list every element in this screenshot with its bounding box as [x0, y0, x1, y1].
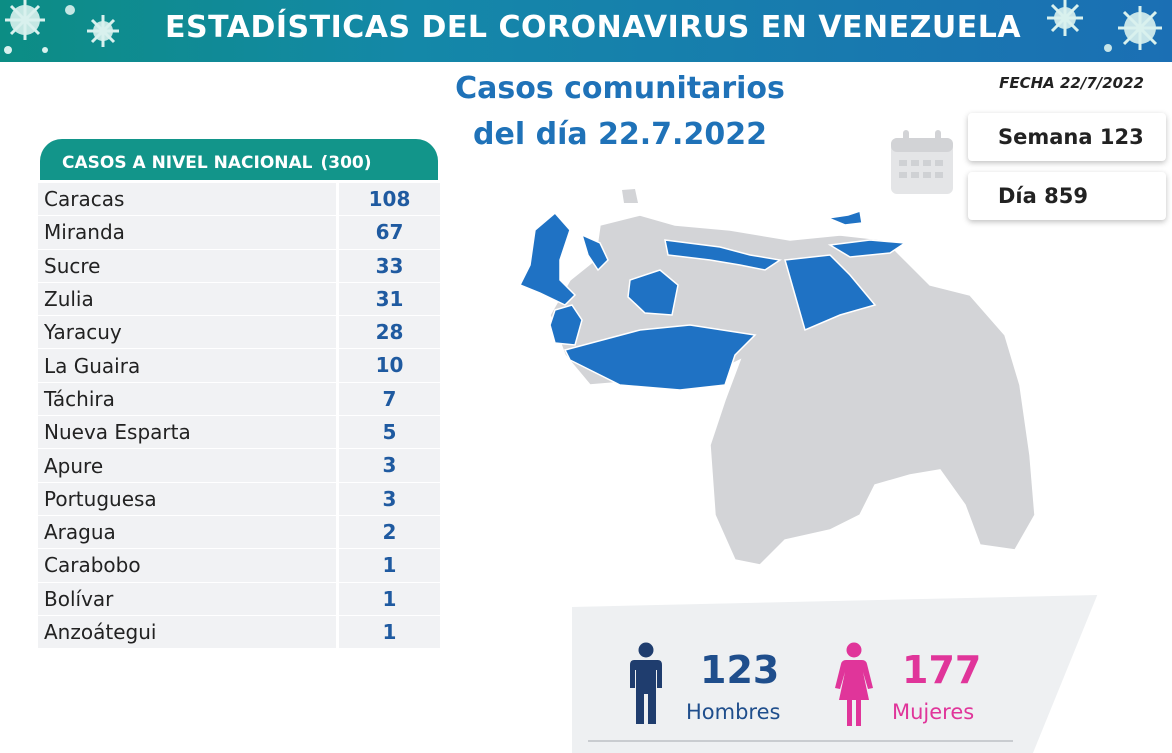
virus-icon	[1047, 0, 1162, 52]
state-cases: 67	[336, 216, 440, 249]
state-cases: 5	[336, 416, 440, 449]
state-cases: 1	[336, 615, 440, 649]
man-icon	[630, 642, 662, 724]
state-cases: 33	[336, 249, 440, 282]
table-row: La Guaira 10	[38, 349, 440, 383]
map-zulia	[518, 211, 577, 306]
page-title: ESTADÍSTICAS DEL CORONAVIRUS EN VENEZUEL…	[165, 10, 1022, 45]
men-label: Hombres	[686, 700, 781, 724]
table-header: CASOS A NIVEL NACIONAL (300)	[40, 139, 438, 180]
table-row: Zulia 31	[38, 282, 440, 317]
subtitle-line-2: del día 22.7.2022	[473, 117, 767, 152]
state-cases: 31	[336, 282, 440, 316]
men-count: 123	[700, 648, 780, 692]
woman-icon	[835, 642, 873, 726]
header-banner: ESTADÍSTICAS DEL CORONAVIRUS EN VENEZUEL…	[0, 0, 1172, 62]
state-name: Táchira	[44, 386, 115, 411]
state-name: Bolívar	[44, 586, 114, 611]
table-header-total: (300)	[320, 153, 372, 173]
map-falcon-area	[580, 233, 609, 272]
state-name: Yaracuy	[44, 320, 122, 345]
day-badge: Día 859	[968, 172, 1166, 220]
map-nueva-esparta	[825, 210, 863, 226]
week-badge: Semana 123	[968, 113, 1166, 161]
women-count: 177	[902, 648, 982, 692]
map-base-piece	[622, 189, 638, 203]
table-row: Apure 3	[38, 449, 440, 483]
table-row: Carabobo 1	[38, 549, 440, 583]
table-row: Sucre 33	[38, 249, 440, 283]
map-tachira	[549, 304, 583, 346]
state-name: Nueva Esparta	[44, 420, 191, 445]
map-anzoategui	[784, 254, 877, 332]
venezuela-map	[518, 189, 1036, 566]
state-name: Carabobo	[44, 553, 141, 578]
state-cases: 3	[336, 449, 440, 482]
state-cases: 28	[336, 316, 440, 349]
table-row: Nueva Esparta 5	[38, 416, 440, 450]
table-row: Caracas 108	[38, 183, 440, 217]
state-name: Sucre	[44, 253, 101, 278]
state-cases: 1	[336, 549, 440, 582]
table-row: Táchira 7	[38, 382, 440, 417]
table-row: Miranda 67	[38, 216, 440, 250]
map-sucre	[827, 239, 908, 258]
state-name: La Guaira	[44, 353, 141, 378]
state-cases: 3	[336, 482, 440, 515]
map-apure	[563, 324, 757, 391]
table-row: Yaracuy 28	[38, 316, 440, 350]
state-name: Portuguesa	[44, 486, 157, 511]
state-cases: 7	[336, 382, 440, 416]
table-row: Aragua 2	[38, 515, 440, 550]
state-name: Caracas	[44, 187, 125, 212]
divider	[588, 740, 1013, 742]
subtitle-line-1: Casos comunitarios	[455, 71, 785, 106]
table-header-label: CASOS A NIVEL NACIONAL	[62, 153, 313, 173]
state-cases: 108	[336, 183, 440, 216]
state-name: Apure	[44, 453, 104, 478]
table-row: Portuguesa 3	[38, 482, 440, 516]
virus-icon	[4, 0, 119, 54]
state-cases: 10	[336, 349, 440, 382]
calendar-icon	[891, 130, 953, 194]
state-name: Miranda	[44, 220, 125, 245]
state-cases: 1	[336, 582, 440, 615]
subtitle: Casos comunitarios del día 22.7.2022	[440, 66, 800, 158]
cases-table: Caracas 108 Miranda 67 Sucre 33 Zulia 31 Yaracuy…	[38, 183, 440, 650]
women-label: Mujeres	[892, 700, 975, 724]
state-name: Zulia	[44, 287, 94, 312]
state-name: Aragua	[44, 520, 116, 545]
report-date: FECHA 22/7/2022	[999, 74, 1144, 92]
state-name: Anzoátegui	[44, 620, 157, 644]
map-central	[664, 239, 782, 271]
table-row: Bolívar 1	[38, 582, 440, 616]
state-cases: 2	[336, 515, 440, 549]
table-row: Anzoátegui 1	[38, 615, 440, 650]
map-portuguesa	[627, 269, 679, 316]
